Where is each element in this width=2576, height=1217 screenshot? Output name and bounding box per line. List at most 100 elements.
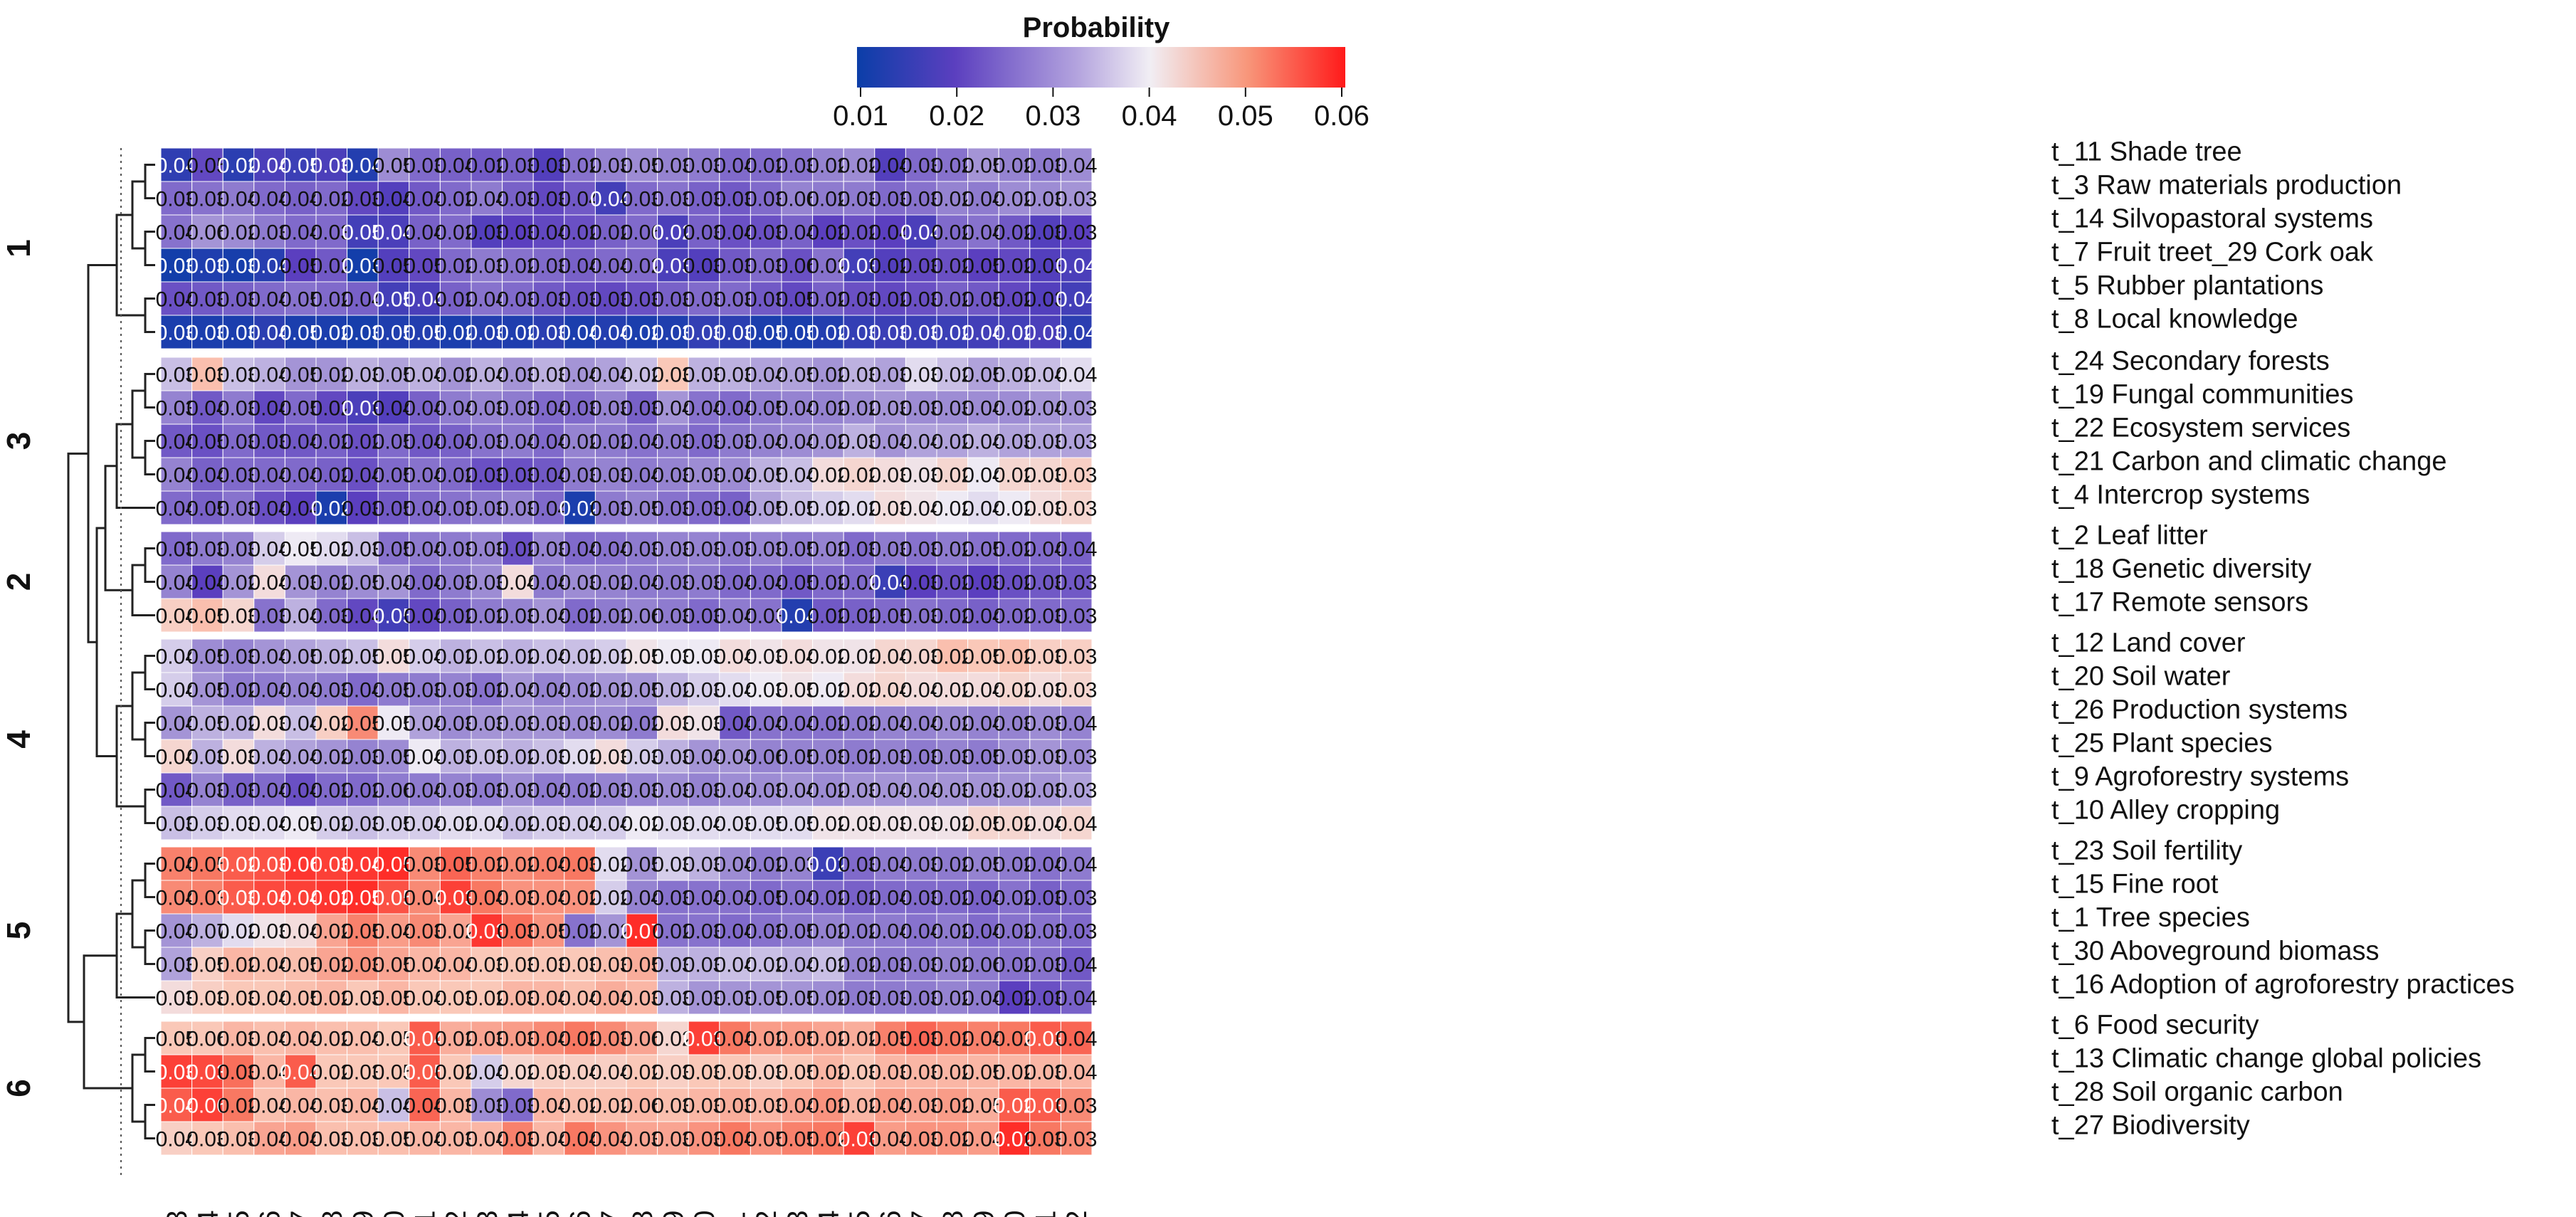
- row-label: t_24 Secondary forests: [2051, 347, 2330, 376]
- heatmap-cell: [347, 248, 379, 283]
- column-label: 1994: [192, 1211, 224, 1217]
- cell-value: 0.04: [280, 221, 321, 245]
- cell-value: 0.03: [900, 188, 942, 211]
- column-label: 2011: [720, 1211, 752, 1217]
- cell-value: 0.05: [777, 322, 818, 345]
- column-label: 1997: [285, 1211, 317, 1217]
- cell-value: 0.03: [156, 188, 197, 211]
- cell-value: 0.04: [248, 288, 290, 312]
- cell-value: 0.04: [1056, 853, 1097, 877]
- cell-value: 0.03: [683, 322, 725, 345]
- cell-value: 0.02: [994, 255, 1035, 278]
- heatmap-cell: [284, 214, 317, 249]
- cell-value: 0.04: [869, 221, 910, 245]
- heatmap-cell: [439, 390, 472, 425]
- cell-value: 0.04: [962, 188, 1004, 211]
- heatmap-cell: [502, 248, 534, 283]
- cell-value: 0.03: [1056, 1095, 1097, 1118]
- cell-value: 0.03: [1056, 679, 1097, 702]
- cell-value: 0.04: [373, 221, 414, 245]
- column-label: 2015: [844, 1211, 876, 1217]
- cell-value: 0.03: [528, 154, 569, 178]
- heatmap-cell: [222, 214, 255, 249]
- cell-value: 0.05: [621, 154, 663, 178]
- heatmap-cell: [936, 214, 969, 249]
- heatmap-cell: [967, 357, 999, 391]
- row-label: t_23 Soil fertility: [2051, 836, 2242, 866]
- cell-value: 0.02: [807, 154, 848, 178]
- cell-value: 0.03: [218, 322, 259, 345]
- cell-value: 0.04: [1056, 364, 1097, 387]
- cell-value: 0.02: [497, 255, 538, 278]
- cell-value: 0.04: [186, 397, 228, 421]
- cell-value: 0.02: [994, 188, 1035, 211]
- cell-value: 0.03: [311, 221, 352, 245]
- cell-value: 0.04: [1056, 288, 1097, 312]
- dendrogram-branch: [144, 373, 155, 409]
- row-label: t_4 Intercrop systems: [2051, 480, 2310, 510]
- cell-value: 0.05: [280, 397, 321, 421]
- cell-value: 0.03: [528, 288, 569, 312]
- heatmap-cell: [626, 357, 658, 391]
- cell-value: 0.03: [311, 154, 352, 178]
- cell-value: 0.04: [869, 154, 910, 178]
- cell-value: 0.03: [186, 322, 228, 345]
- column-label: 1999: [347, 1211, 379, 1217]
- cell-value: 0.04: [559, 255, 600, 278]
- column-label: 2014: [813, 1211, 844, 1217]
- cell-value: 0.03: [186, 255, 228, 278]
- cell-value: 0.03: [218, 288, 259, 312]
- cell-value: 0.04: [156, 221, 197, 245]
- cell-value: 0.05: [373, 288, 414, 312]
- legend-tick-label: 0.03: [1025, 100, 1081, 132]
- cell-value: 0.04: [156, 288, 197, 312]
- heatmap-cell: [1060, 248, 1093, 283]
- heatmap-cell: [409, 281, 441, 316]
- cell-value: 0.05: [186, 154, 228, 178]
- dendrogram-branch: [144, 297, 155, 333]
- row-label: t_28 Soil organic carbon: [2051, 1078, 2343, 1107]
- cell-value: 0.04: [528, 397, 569, 421]
- heatmap-cell: [222, 390, 255, 425]
- cell-value: 0.03: [652, 322, 693, 345]
- heatmap-cell: [564, 315, 596, 349]
- heatmap-cell: [626, 315, 658, 349]
- cell-value: 0.03: [745, 288, 787, 312]
- heatmap-cell: [222, 357, 255, 391]
- cell-value: 0.03: [745, 188, 787, 211]
- heatmap-cell: [874, 281, 906, 316]
- cell-value: 0.03: [1024, 221, 1066, 245]
- heatmap-cell: [657, 214, 689, 249]
- dendrogram-branch: [144, 547, 155, 583]
- cluster-separator: [161, 840, 1092, 847]
- cell-value: 0.02: [838, 221, 880, 245]
- cluster-separator: [161, 525, 1092, 532]
- heatmap-cell: [719, 181, 751, 216]
- cell-value: 0.03: [218, 397, 259, 421]
- cell-value: 0.03: [1056, 464, 1097, 488]
- row-label: t_16 Adoption of agroforestry practices: [2051, 970, 2515, 1000]
- cluster-labels: 1 3 2 4 5 6: [0, 239, 37, 1097]
- dendrogram-branch: [131, 180, 145, 250]
- cell-value: 0.04: [248, 255, 290, 278]
- cell-value: 0.04: [248, 188, 290, 211]
- cell-value: 0.02: [435, 322, 476, 345]
- row-label: t_26 Production systems: [2051, 695, 2348, 725]
- cell-value: 0.05: [962, 255, 1004, 278]
- heatmap-cell: [564, 181, 596, 216]
- heatmap-cell: [532, 390, 565, 425]
- cell-value: 0.02: [932, 288, 973, 312]
- heatmap-cell: [1060, 357, 1093, 391]
- legend-tick-label: 0.04: [1122, 100, 1177, 132]
- cell-value: 0.03: [1024, 255, 1066, 278]
- cell-value: 0.02: [559, 154, 600, 178]
- cluster-label: 5: [0, 922, 37, 940]
- dendrogram-branch: [131, 389, 145, 459]
- row-label: t_20 Soil water: [2051, 662, 2231, 692]
- cell-value: 0.04: [156, 154, 197, 178]
- dendrogram-branch: [144, 1037, 155, 1073]
- row-label: t_6 Food security: [2051, 1011, 2259, 1040]
- row-label: t_25 Plant species: [2051, 729, 2273, 759]
- cell-value: 0.03: [1056, 746, 1097, 769]
- dendrogram-branch: [144, 789, 155, 824]
